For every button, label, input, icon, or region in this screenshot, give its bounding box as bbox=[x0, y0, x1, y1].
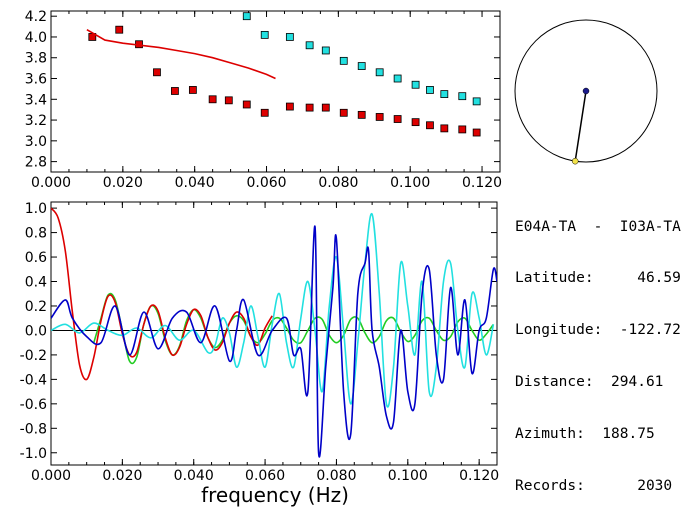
data-point-cyan bbox=[305, 41, 314, 50]
data-point-cyan bbox=[357, 62, 366, 70]
x-axis-label: frequency (Hz) bbox=[201, 483, 349, 507]
source-marker bbox=[571, 157, 579, 165]
data-point-red bbox=[305, 103, 314, 112]
longitude-row: Longitude: -122.72 bbox=[515, 322, 681, 339]
data-point-red bbox=[224, 96, 233, 105]
data-point-cyan bbox=[339, 56, 348, 65]
top-y-tick-label: 3.6 bbox=[25, 72, 47, 88]
data-point-red bbox=[440, 124, 449, 133]
top-y-tick-label: 3.2 bbox=[25, 113, 47, 129]
bottom-x-tick-label: 0.060 bbox=[245, 468, 285, 484]
bottom-y-tick-label: -0.2 bbox=[20, 348, 47, 364]
data-point-cyan bbox=[321, 46, 330, 55]
bottom-y-tick-label: -1.0 bbox=[20, 446, 47, 462]
bottom-y-tick-label: 0.8 bbox=[25, 226, 47, 242]
data-point-cyan bbox=[393, 74, 402, 83]
dispersion-chart: 0.000 0.020 0.040 0.060 0.080 0.100 0.120 2.8 3.… bbox=[25, 9, 502, 191]
bottom-y-tick-label: 1.0 bbox=[25, 201, 47, 217]
data-point-red bbox=[285, 102, 294, 111]
data-point-red bbox=[188, 86, 197, 94]
data-point-cyan bbox=[472, 97, 481, 106]
data-point-red bbox=[115, 25, 124, 34]
data-point-red bbox=[339, 108, 348, 117]
data-point-red bbox=[242, 100, 251, 109]
bottom-y-tick-label: 0.4 bbox=[25, 275, 47, 291]
top-x-tick-label: 0.020 bbox=[103, 175, 143, 191]
top-x-tick-label: 0.000 bbox=[31, 175, 71, 191]
latitude-row: Latitude: 46.59 bbox=[515, 270, 681, 287]
top-y-tick-label: 3.0 bbox=[25, 134, 47, 150]
azimuth-row: Azimuth: 188.75 bbox=[515, 426, 655, 443]
station-pair: E04A-TA - I03A-TA bbox=[515, 218, 681, 235]
data-point-cyan bbox=[375, 68, 384, 77]
bottom-y-tick-label: 0.2 bbox=[25, 299, 47, 315]
top-x-tick-label: 0.040 bbox=[175, 175, 215, 191]
data-point-red bbox=[458, 125, 467, 134]
bottom-y-tick-label: -0.6 bbox=[20, 397, 47, 413]
bottom-x-tick-label: 0.120 bbox=[459, 468, 499, 484]
dispersion-curve-red bbox=[86, 29, 276, 80]
data-point-cyan bbox=[440, 90, 449, 98]
data-point-cyan bbox=[260, 30, 269, 39]
top-x-tick-label: 0.120 bbox=[462, 175, 502, 191]
data-point-red bbox=[260, 108, 269, 117]
bottom-y-tick-label: 0.0 bbox=[25, 323, 47, 339]
bottom-x-tick-label: 0.000 bbox=[31, 468, 71, 484]
waveform-red bbox=[51, 207, 273, 381]
data-point-red bbox=[321, 103, 330, 112]
waveform-cyan bbox=[51, 213, 495, 408]
bottom-x-tick-label: 0.100 bbox=[388, 468, 428, 484]
top-x-tick-label: 0.060 bbox=[246, 175, 286, 191]
top-y-tick-label: 2.8 bbox=[25, 155, 47, 171]
data-point-red bbox=[411, 118, 420, 127]
data-point-red bbox=[208, 95, 217, 104]
bottom-y-tick-label: -0.8 bbox=[20, 421, 47, 437]
data-point-cyan bbox=[285, 33, 294, 41]
data-point-red bbox=[153, 68, 161, 77]
records-row: Records: 2030 bbox=[515, 478, 673, 495]
data-point-red bbox=[357, 110, 366, 119]
data-point-red bbox=[393, 115, 402, 123]
bottom-plot-frame bbox=[50, 201, 498, 466]
top-y-tick-label: 4.0 bbox=[25, 30, 47, 46]
top-y-tick-label: 3.4 bbox=[25, 92, 47, 108]
bottom-x-tick-label: 0.040 bbox=[174, 468, 214, 484]
compass-circle bbox=[514, 19, 658, 163]
top-y-tick-label: 3.8 bbox=[25, 51, 47, 67]
data-point-red bbox=[472, 128, 481, 137]
waveform-chart: 0.000 0.020 0.040 0.060 0.080 0.100 0.120 1.0 0.… bbox=[20, 201, 500, 484]
top-plot-frame bbox=[50, 10, 501, 173]
data-point-cyan bbox=[242, 12, 251, 21]
top-x-tick-label: 0.080 bbox=[318, 175, 358, 191]
bottom-x-tick-label: 0.020 bbox=[102, 468, 142, 484]
azimuth-compass bbox=[514, 19, 658, 165]
top-y-tick-label: 4.2 bbox=[25, 9, 47, 25]
data-point-cyan bbox=[426, 86, 434, 94]
data-point-cyan bbox=[458, 92, 467, 101]
distance-row: Distance: 294.61 bbox=[515, 374, 664, 391]
data-point-red bbox=[426, 121, 434, 130]
data-point-red bbox=[171, 87, 179, 95]
top-x-tick-label: 0.100 bbox=[390, 175, 430, 191]
data-point-red bbox=[375, 113, 384, 121]
waveform-blue bbox=[51, 225, 497, 458]
bottom-x-tick-label: 0.080 bbox=[316, 468, 356, 484]
bottom-y-tick-label: -0.4 bbox=[20, 372, 47, 388]
data-point-cyan bbox=[411, 80, 420, 89]
bottom-y-tick-label: 0.6 bbox=[25, 250, 47, 266]
station-marker bbox=[582, 87, 590, 95]
station-info-panel: E04A-TA - I03A-TA Latitude: 46.59 Longit… bbox=[515, 184, 681, 513]
azimuth-line bbox=[574, 90, 587, 162]
